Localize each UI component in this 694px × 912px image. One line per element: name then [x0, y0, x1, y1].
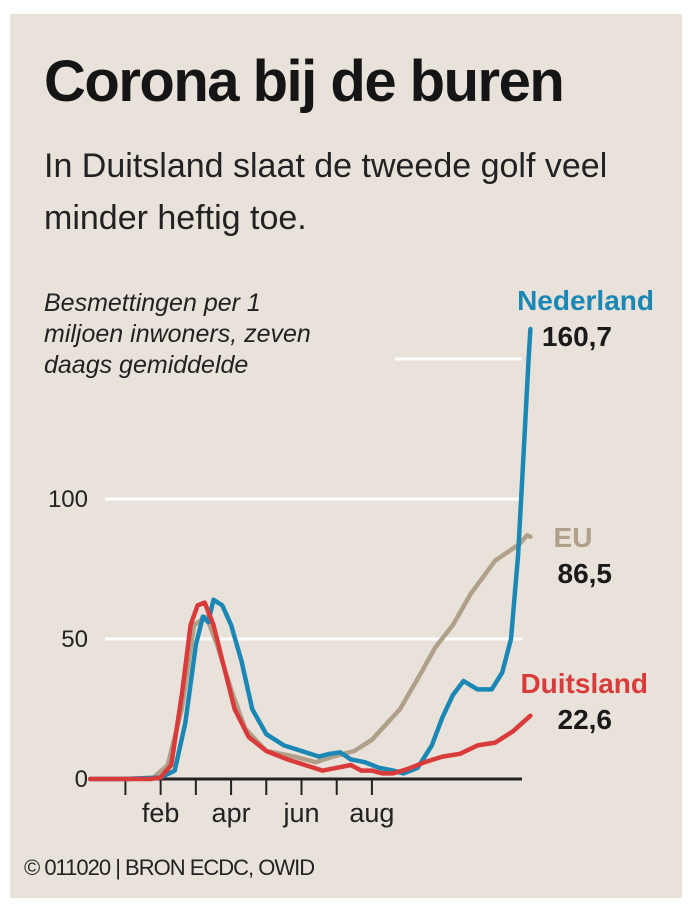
series-line-duitsland: [87, 600, 533, 782]
chart-title: Corona bij de buren: [44, 49, 565, 114]
chart-subtitle: In Duitsland slaat de tweede golf veel m…: [44, 147, 608, 237]
series-line-nederland: [87, 326, 533, 782]
series-value-eu: 86,5: [558, 558, 613, 589]
chart-card: [10, 14, 682, 898]
series-line-eu: [87, 533, 533, 782]
series-value-nederland: 160,7: [542, 321, 612, 352]
x-tick-label-jun: jun: [282, 798, 319, 828]
series-value-duitsland: 22,6: [558, 704, 613, 735]
y-tick-label-50: 50: [61, 626, 88, 653]
x-tick-label-apr: apr: [212, 798, 251, 828]
series-label-nederland: Nederland: [517, 285, 654, 316]
x-tick-label-feb: feb: [142, 798, 180, 828]
y-axis-label: Besmettingen per 1 miljoen inwoners, zev…: [44, 289, 311, 379]
source-credit: © 011020 | BRON ECDC, OWID: [24, 855, 315, 880]
series-label-eu: EU: [554, 522, 593, 553]
x-tick-label-aug: aug: [349, 798, 394, 828]
y-tick-label-100: 100: [48, 486, 88, 513]
series-label-duitsland: Duitsland: [520, 668, 648, 699]
y-tick-label-0: 0: [75, 766, 88, 793]
